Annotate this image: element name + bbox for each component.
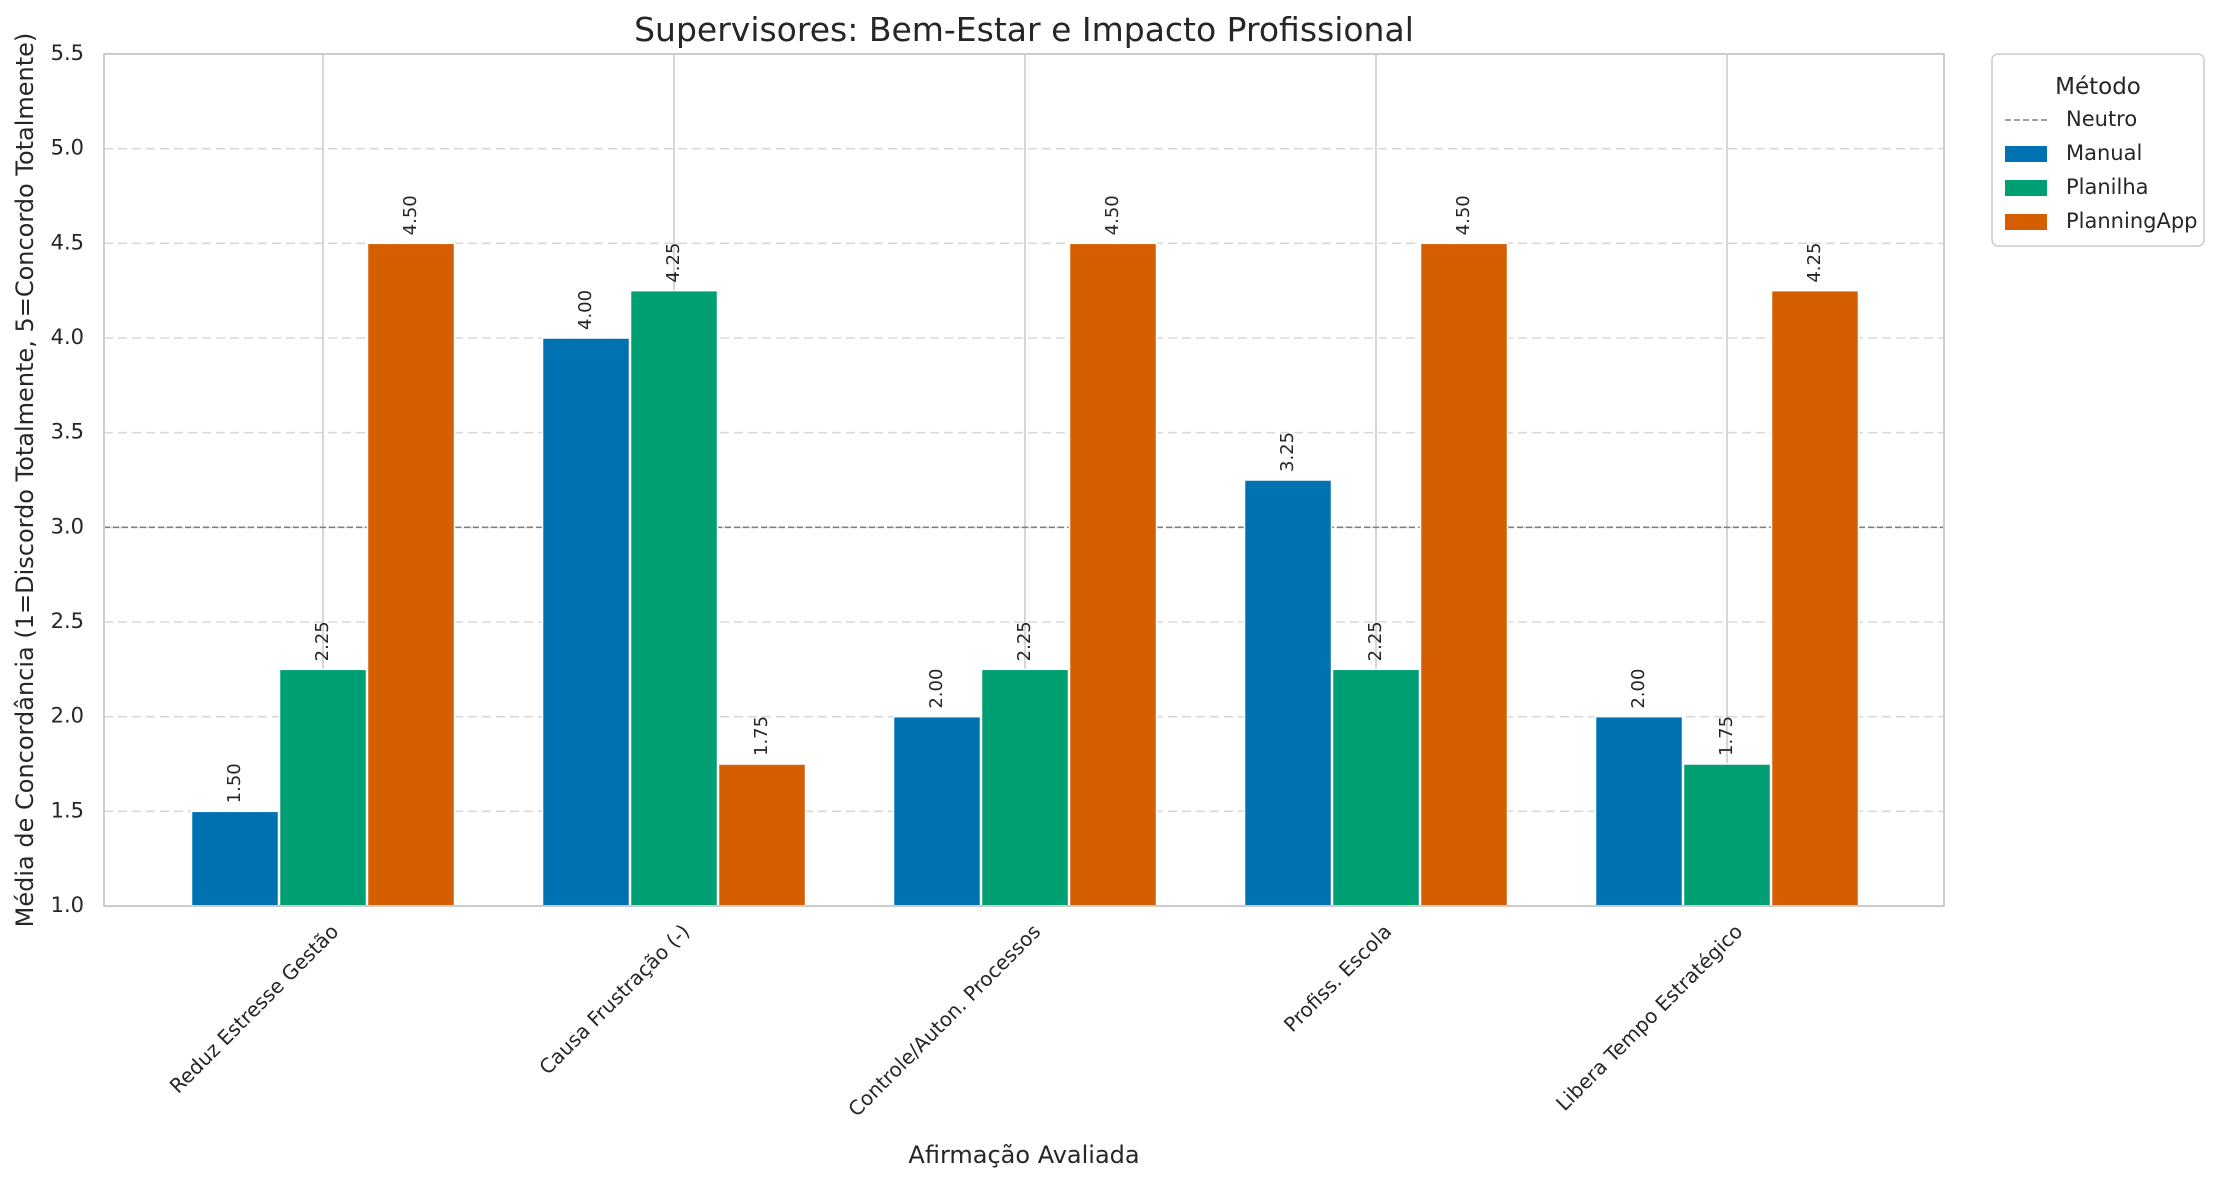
bar-planningapp-0 bbox=[366, 242, 456, 907]
y-tick-label: 3.0 bbox=[51, 514, 84, 538]
bar-planningapp-2 bbox=[1068, 242, 1158, 907]
y-tick-label: 4.0 bbox=[51, 325, 84, 349]
bar-manual-1 bbox=[541, 337, 631, 907]
bar-manual-3 bbox=[1243, 479, 1333, 907]
y-tick-label: 3.5 bbox=[51, 420, 84, 444]
bar-planilha-1 bbox=[629, 289, 719, 907]
bar-planilha-0 bbox=[278, 668, 368, 907]
bar-value-label: 1.75 bbox=[1716, 716, 1737, 756]
legend-planningapp-swatch bbox=[2005, 214, 2047, 230]
legend: Método Neutro Manual Planilha PlanningApp bbox=[1991, 53, 2205, 247]
y-ticks: 1.0 1.5 2.0 2.5 3.0 3.5 4.0 4.5 5.0 5.5 bbox=[51, 41, 84, 917]
bar-value-label: 3.25 bbox=[1277, 432, 1298, 472]
x-tick-label: Controle/Auton. Processos bbox=[843, 919, 1045, 1121]
bar-planilha-2 bbox=[980, 668, 1070, 907]
bar-value-label: 4.50 bbox=[1102, 195, 1123, 235]
bar-value-label: 1.75 bbox=[751, 716, 772, 756]
y-axis-label: Média de Concordância (1=Discordo Totalm… bbox=[11, 33, 39, 928]
bar-value-label: 2.00 bbox=[1628, 669, 1649, 709]
bar-manual-2 bbox=[892, 715, 982, 907]
legend-manual-label: Manual bbox=[2066, 141, 2142, 165]
plot-frame bbox=[103, 53, 1945, 907]
bar-value-label: 4.25 bbox=[1804, 243, 1825, 283]
chart-title: Supervisores: Bem-Estar e Impacto Profis… bbox=[634, 10, 1414, 49]
legend-neutro-label: Neutro bbox=[2066, 107, 2137, 131]
bar-planilha-4 bbox=[1682, 763, 1772, 907]
bar-value-label: 2.25 bbox=[1014, 621, 1035, 661]
bar-manual-4 bbox=[1594, 715, 1684, 907]
legend-manual-swatch bbox=[2005, 146, 2047, 162]
bar-value-label: 2.25 bbox=[312, 621, 333, 661]
bar-value-label: 4.50 bbox=[1453, 195, 1474, 235]
bar-value-label: 1.50 bbox=[224, 763, 245, 803]
legend-title: Método bbox=[2055, 74, 2141, 100]
legend-planningapp-label: PlanningApp bbox=[2066, 209, 2198, 233]
bar-value-label: 2.00 bbox=[926, 669, 947, 709]
data-labels: 1.50 4.00 2.00 3.25 2.00 2.25 4.25 2.25 2.25 1.75… bbox=[224, 195, 1825, 803]
bar-planningapp-4 bbox=[1770, 289, 1860, 907]
y-tick-label: 2.5 bbox=[51, 609, 84, 633]
bar-planningapp-1 bbox=[717, 763, 807, 907]
x-tick-label: Causa Frustração (-) bbox=[534, 919, 694, 1079]
y-tick-label: 2.0 bbox=[51, 704, 84, 728]
bars bbox=[190, 242, 1860, 907]
x-tick-label: Reduz Estresse Gestão bbox=[165, 919, 344, 1098]
x-ticks: Reduz Estresse Gestão Causa Frustração (-… bbox=[165, 919, 1748, 1121]
y-tick-label: 1.0 bbox=[51, 893, 84, 917]
legend-box bbox=[1991, 53, 2205, 247]
bar-value-label: 4.25 bbox=[663, 243, 684, 283]
y-tick-label: 5.5 bbox=[51, 41, 84, 65]
legend-planilha-label: Planilha bbox=[2066, 175, 2149, 199]
x-tick-label: Profiss. Escola bbox=[1279, 919, 1396, 1036]
bar-planilha-3 bbox=[1331, 668, 1421, 907]
x-tick-label: Libera Tempo Estratégico bbox=[1551, 919, 1747, 1115]
y-tick-label: 4.5 bbox=[51, 230, 84, 254]
legend-planilha-swatch bbox=[2005, 180, 2047, 196]
x-axis-label: Afirmação Avaliada bbox=[908, 1141, 1139, 1169]
y-tick-label: 5.0 bbox=[51, 136, 84, 160]
bar-manual-0 bbox=[190, 810, 280, 907]
bar-value-label: 4.00 bbox=[575, 290, 596, 330]
y-tick-label: 1.5 bbox=[51, 798, 84, 822]
legend-items: Neutro Manual Planilha PlanningApp bbox=[2005, 107, 2198, 233]
bar-planningapp-3 bbox=[1419, 242, 1509, 907]
bar-value-label: 4.50 bbox=[400, 195, 421, 235]
bar-value-label: 2.25 bbox=[1365, 621, 1386, 661]
